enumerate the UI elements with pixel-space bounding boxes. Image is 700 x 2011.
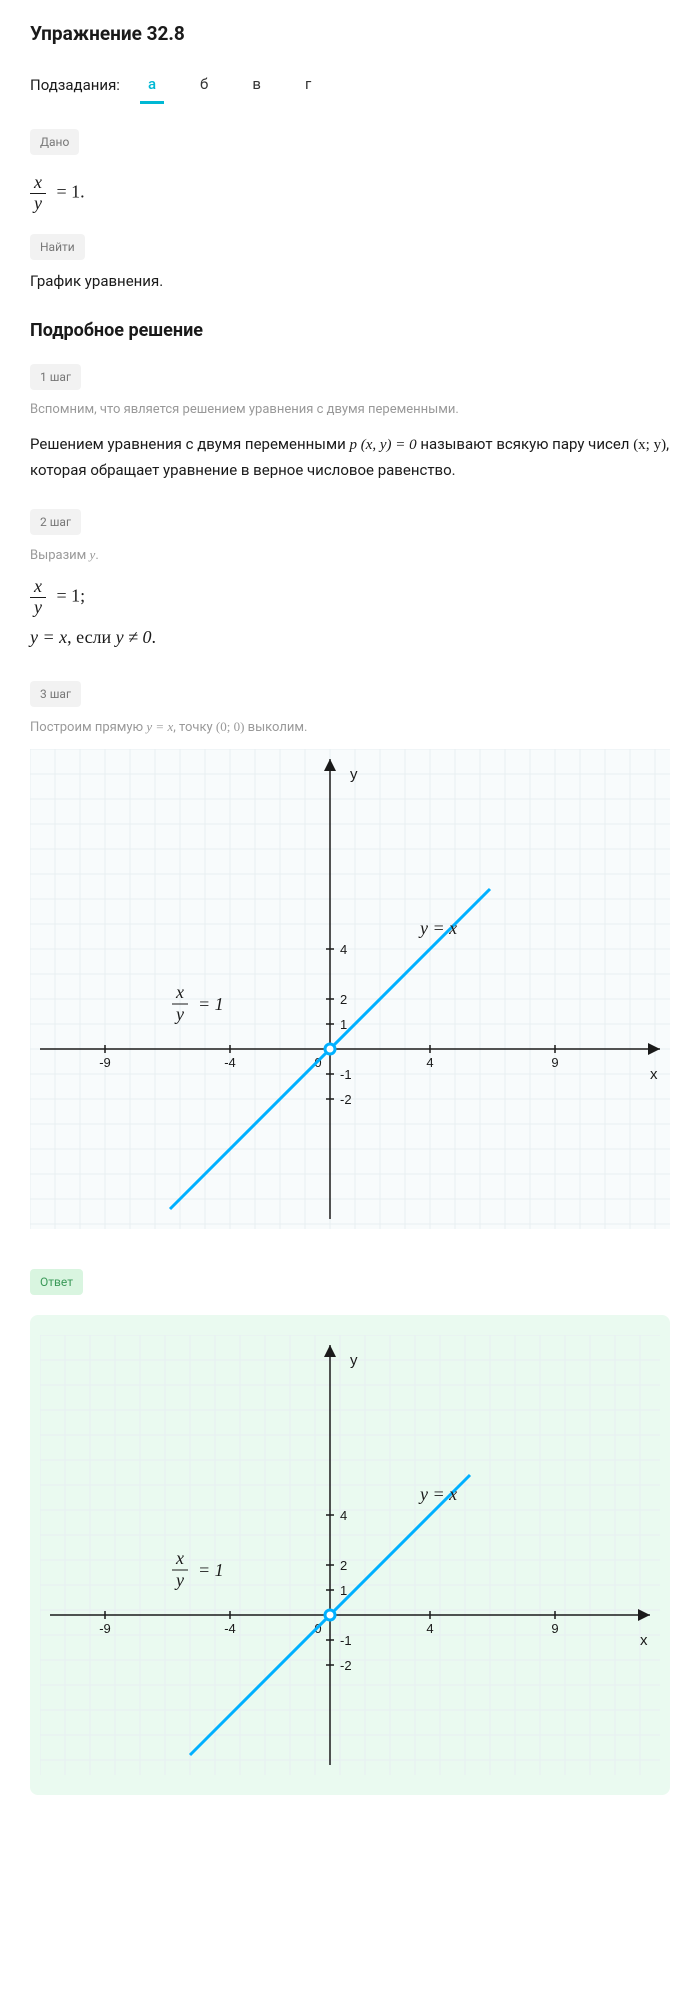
step3-hint-a: Построим прямую	[30, 720, 146, 735]
subtasks-label: Подзадания:	[30, 74, 120, 97]
step3-pill: 3 шаг	[30, 681, 81, 707]
step2-line2: y = x, если y ≠ 0.	[30, 624, 670, 651]
svg-text:4: 4	[426, 1621, 433, 1636]
tabs: а б в г	[140, 67, 319, 105]
tab-b[interactable]: б	[192, 67, 216, 105]
step3-hint-d: (0; 0)	[216, 719, 245, 734]
svg-text:x: x	[640, 1632, 648, 1649]
step-3: 3 шаг Построим прямую y = x, точку (0; 0…	[30, 681, 670, 1230]
frac-den: y	[30, 194, 46, 214]
step2-pill: 2 шаг	[30, 509, 81, 535]
step3-hint-c: , точку	[173, 720, 216, 735]
svg-text:-1: -1	[340, 1633, 352, 1648]
find-pill: Найти	[30, 234, 85, 260]
answer-section: -9-449421-1-20xyy = xxy= 1	[30, 1315, 670, 1795]
svg-text:1: 1	[340, 1017, 347, 1032]
svg-text:2: 2	[340, 1558, 347, 1573]
solution-heading: Подробное решение	[30, 317, 670, 344]
svg-text:= 1: = 1	[198, 1560, 224, 1580]
step1-body: Решением уравнения с двумя переменными p…	[30, 432, 670, 484]
page-title: Упражнение 32.8	[30, 20, 670, 49]
svg-text:y: y	[174, 1570, 184, 1590]
step3-hint-b: y = x	[146, 719, 173, 734]
step2-line2-d: .	[152, 627, 157, 647]
frac-num: x	[30, 173, 46, 194]
find-text: График уравнения.	[30, 270, 670, 293]
find-section: Найти График уравнения.	[30, 234, 670, 293]
answer-graph-svg: -9-449421-1-20xyy = xxy= 1	[40, 1335, 660, 1775]
step2-hint-dot: .	[95, 548, 98, 563]
svg-text:1: 1	[340, 1583, 347, 1598]
tab-g[interactable]: г	[297, 67, 319, 105]
tab-v[interactable]: в	[244, 67, 269, 105]
svg-text:-2: -2	[340, 1658, 352, 1673]
subtasks-row: Подзадания: а б в г	[30, 67, 670, 105]
svg-text:9: 9	[551, 1621, 558, 1636]
step2-line1-num: x	[30, 577, 46, 598]
step1-body-before: Решением уравнения с двумя переменными	[30, 435, 349, 453]
svg-text:x: x	[650, 1066, 658, 1083]
svg-text:-2: -2	[340, 1092, 352, 1107]
svg-text:x: x	[175, 982, 184, 1002]
step1-hint: Вспомним, что является решением уравнени…	[30, 400, 670, 420]
step1-pill: 1 шаг	[30, 364, 81, 390]
svg-text:-1: -1	[340, 1067, 352, 1082]
step1-body-pair: (x; y)	[633, 437, 666, 453]
step2-line2-c: y ≠ 0	[116, 627, 152, 647]
svg-text:-9: -9	[99, 1055, 111, 1070]
svg-text:y = x: y = x	[418, 918, 457, 938]
step2-line1: x y = 1;	[30, 577, 670, 618]
given-section: Дано x y = 1.	[30, 129, 670, 214]
svg-text:9: 9	[551, 1055, 558, 1070]
step2-line2-a: y = x	[30, 627, 67, 647]
svg-text:-4: -4	[224, 1621, 236, 1636]
answer-pill: Ответ	[30, 1269, 83, 1295]
step2-line1-rhs: = 1;	[57, 586, 86, 606]
step3-graph: -9-449421-1-20xyy = xxy= 1	[30, 749, 670, 1229]
given-pill: Дано	[30, 129, 79, 155]
svg-text:y: y	[350, 1352, 358, 1369]
eq-rhs: = 1.	[57, 181, 85, 201]
graph-svg: -9-449421-1-20xyy = xxy= 1	[30, 749, 670, 1229]
svg-text:= 1: = 1	[198, 994, 224, 1014]
step3-hint: Построим прямую y = x, точку (0; 0) выко…	[30, 717, 670, 738]
step1-body-mid: называют всякую пару чисел	[417, 435, 634, 453]
svg-text:y = x: y = x	[418, 1484, 457, 1504]
answer-graph: -9-449421-1-20xyy = xxy= 1	[40, 1335, 660, 1775]
step1-body-eq: p (x, y) = 0	[349, 437, 416, 453]
step2-line1-den: y	[30, 598, 46, 618]
svg-text:4: 4	[426, 1055, 433, 1070]
step2-line2-b: , если	[67, 627, 116, 647]
step-2: 2 шаг Выразим y. x y = 1; y = x, если y …	[30, 509, 670, 651]
svg-text:y: y	[174, 1004, 184, 1024]
svg-text:x: x	[175, 1548, 184, 1568]
svg-text:-4: -4	[224, 1055, 236, 1070]
svg-text:-9: -9	[99, 1621, 111, 1636]
step2-hint-text: Выразим	[30, 548, 90, 563]
given-equation: x y = 1.	[30, 173, 670, 214]
step3-hint-e: выколим.	[244, 720, 307, 735]
tab-a[interactable]: а	[140, 67, 164, 105]
svg-text:4: 4	[340, 942, 347, 957]
svg-text:4: 4	[340, 1508, 347, 1523]
svg-text:2: 2	[340, 992, 347, 1007]
step2-hint: Выразим y.	[30, 545, 670, 566]
svg-text:y: y	[350, 766, 358, 783]
step-1: 1 шаг Вспомним, что является решением ур…	[30, 364, 670, 484]
